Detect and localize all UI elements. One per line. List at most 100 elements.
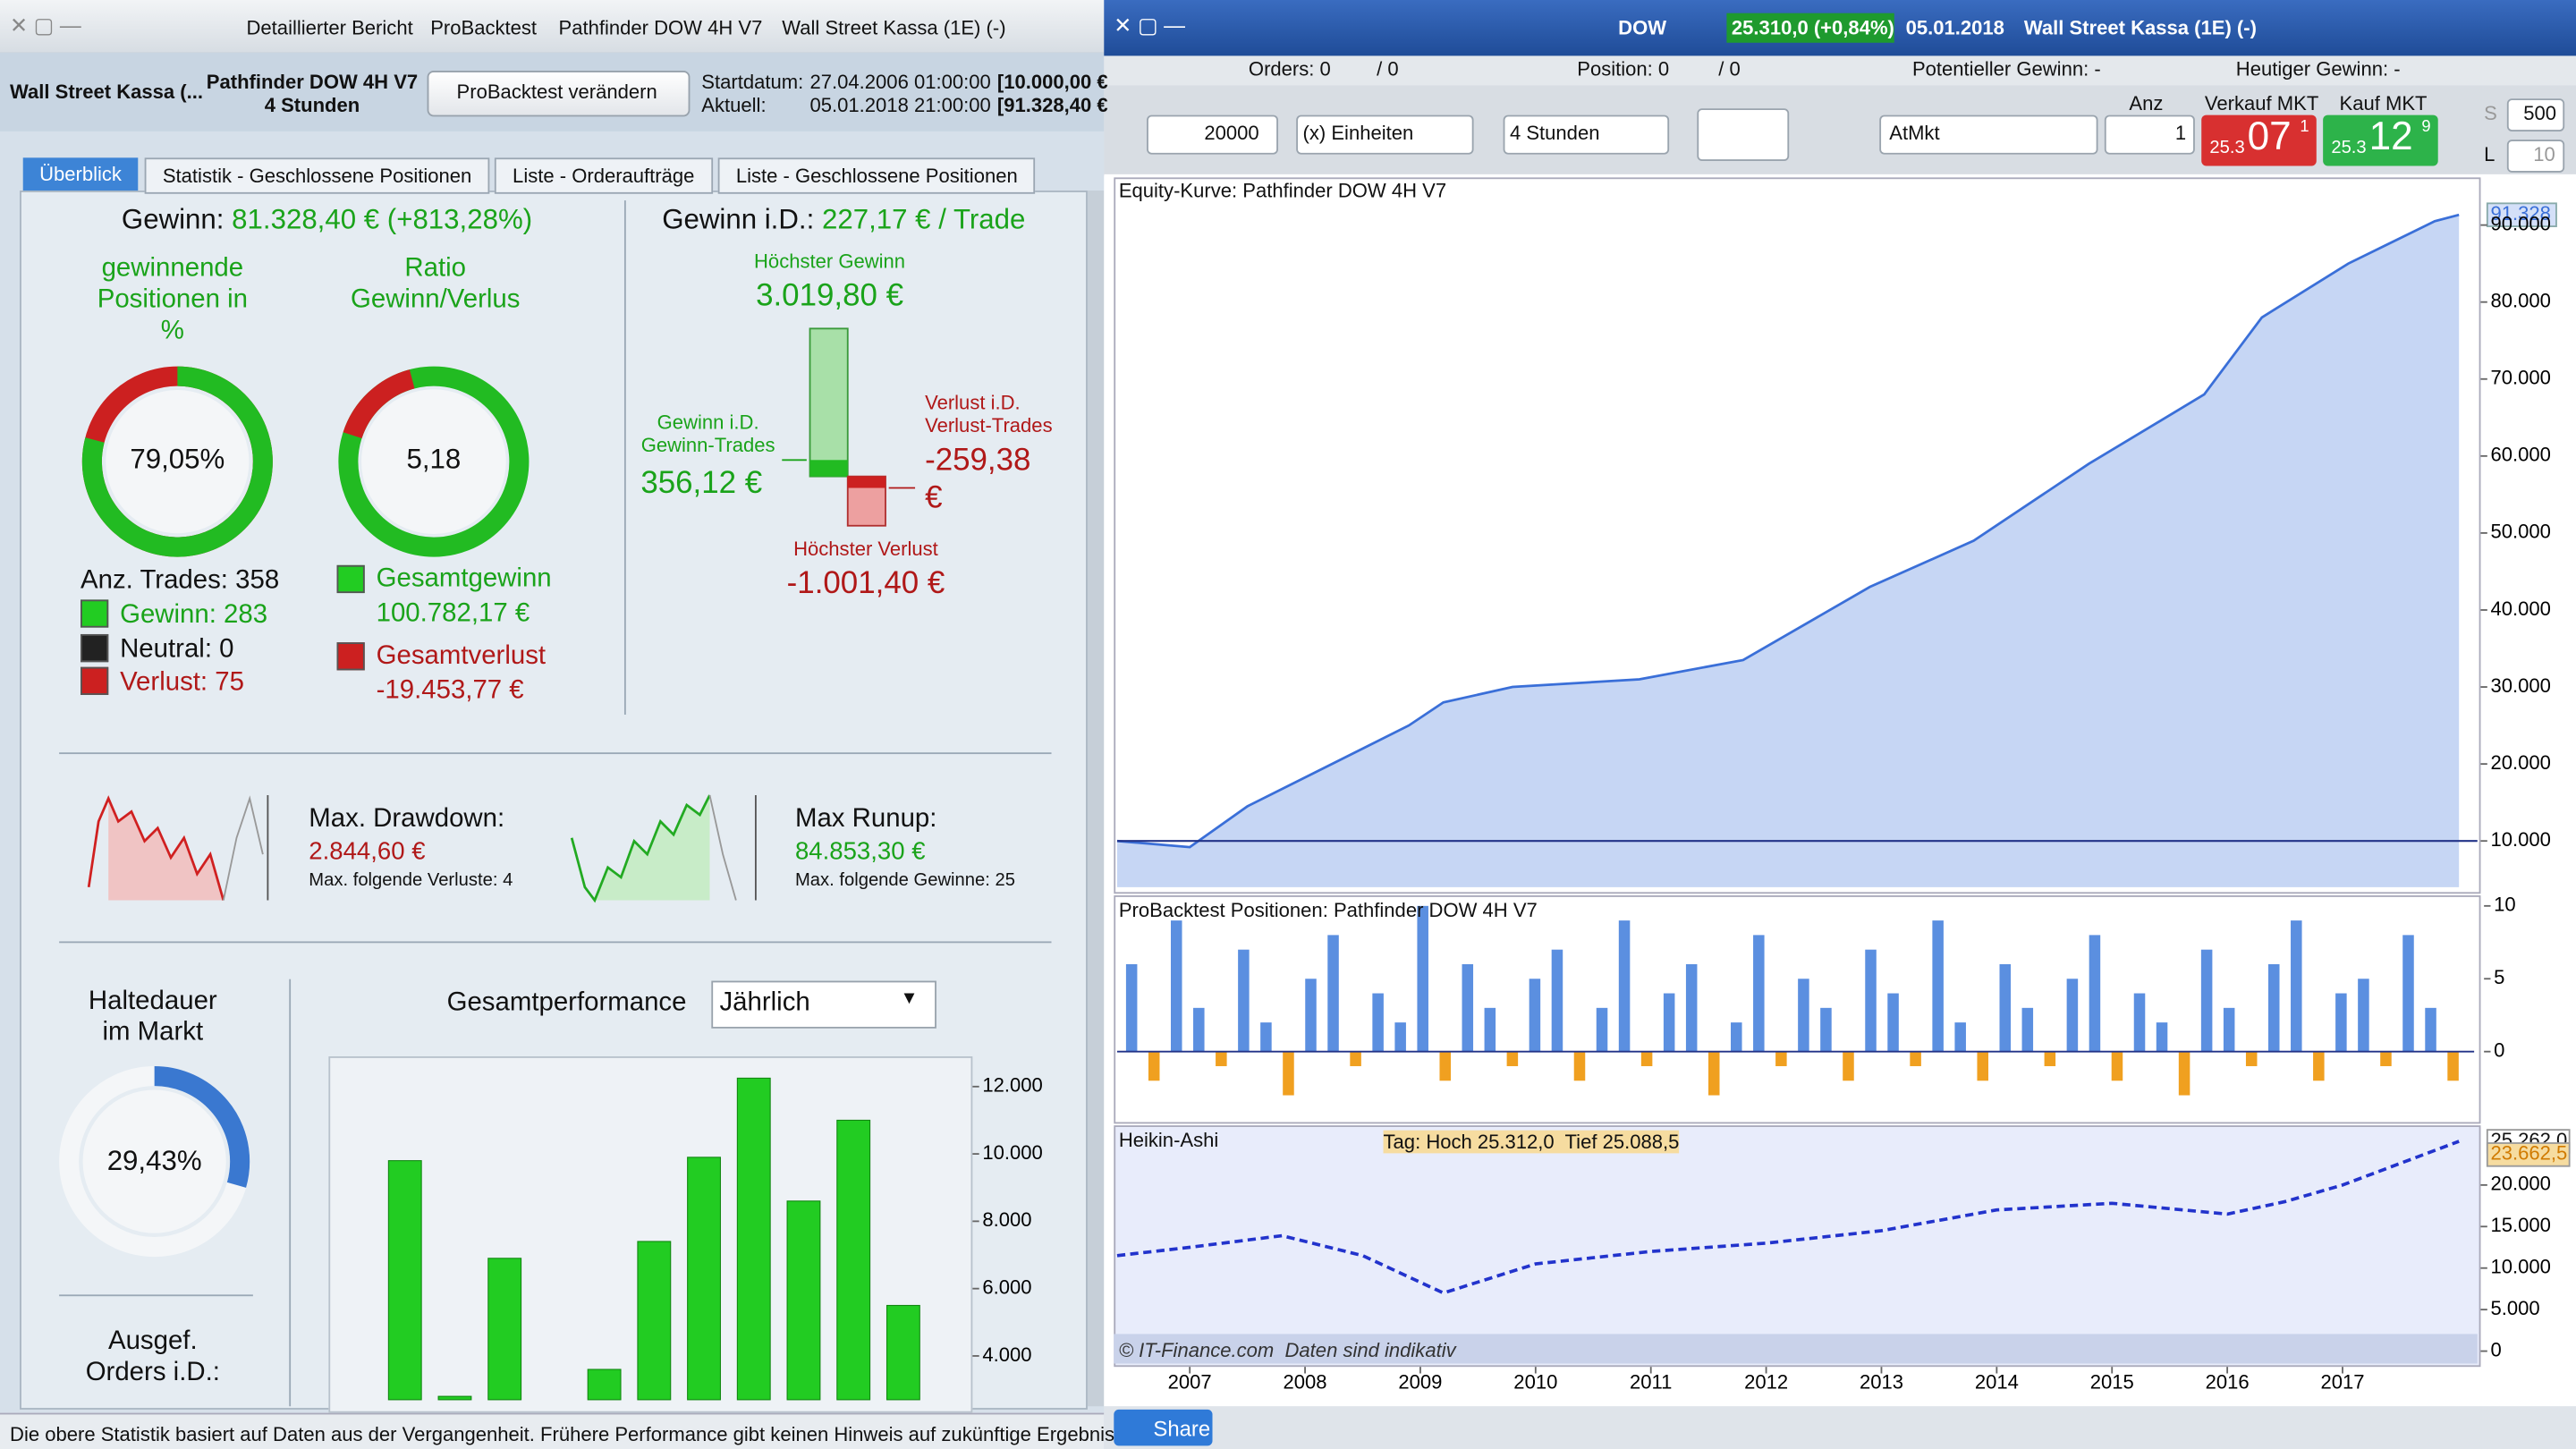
max-loss: -1.001,40 € [786, 566, 945, 602]
status-text: Die obere Statistik basiert auf Daten au… [10, 1422, 1115, 1446]
gross-loss: -19.453,77 € [376, 676, 524, 705]
runup-note: Max. folgende Gewinne: 25 [794, 870, 1015, 891]
performance-period[interactable]: Jährlich [719, 988, 810, 1017]
share-label[interactable]: Share [1153, 1416, 1211, 1441]
runup: 84.853,30 € [794, 837, 926, 866]
position: Position: 0 [1577, 57, 1670, 81]
separator [289, 979, 292, 1407]
scrollbar[interactable] [1087, 191, 1105, 1407]
tab[interactable]: Überblick [39, 162, 122, 186]
anz-label: Anz [2129, 91, 2164, 115]
neutral-swatch [80, 633, 109, 663]
window-controls[interactable]: ✕ ▢ — [1114, 13, 1186, 38]
order-type[interactable]: AtMkt [1889, 121, 1940, 145]
instrument: Wall Street Kassa (1E) (-) [2023, 16, 2257, 40]
anz[interactable]: 1 [2174, 121, 2187, 145]
unit[interactable]: (x) Einheiten [1302, 121, 1414, 145]
anz-input[interactable] [2104, 114, 2195, 155]
gross-profit-label: Gesamtgewinn [376, 564, 552, 594]
tab[interactable]: Statistik - Geschlossene Positionen [144, 157, 490, 195]
edit-button[interactable] [427, 70, 691, 117]
period-select[interactable] [711, 980, 936, 1029]
gross-profit: 100.782,17 € [376, 599, 530, 628]
gross-loss-label: Gesamtverlust [376, 642, 547, 671]
title-instrument: Wall Street Kassa (1E) (-) [782, 16, 1006, 40]
start-label: Startdatum: [701, 70, 804, 94]
avg-win: 356,12 € [640, 466, 763, 502]
start-value: 27.04.2006 01:00:00 [809, 70, 991, 94]
losses: Verlust: 75 [120, 668, 244, 697]
buy-main[interactable]: 12 [2368, 114, 2413, 160]
win-rate-label: 79,05% [130, 443, 225, 475]
date: 05.01.2018 [1905, 16, 2004, 40]
buy-sup[interactable]: 9 [2421, 118, 2431, 137]
stop-input[interactable] [2506, 98, 2565, 131]
tab[interactable]: Liste - Orderaufträge [494, 157, 713, 195]
max-loss-label: Höchster Verlust [793, 537, 938, 561]
sell-main[interactable]: 07 [2247, 114, 2292, 160]
orders-pending: / 0 [1377, 57, 1399, 81]
position-pending: / 0 [1718, 57, 1741, 81]
gross-loss-swatch [336, 642, 365, 671]
timeframe[interactable]: 4 Stunden [1509, 121, 1600, 145]
title-system: Pathfinder DOW 4H V7 [558, 16, 763, 40]
title-report: Detaillierter Bericht [246, 16, 413, 40]
performance-plot [328, 1056, 973, 1413]
buy-label: Kauf MKT [2339, 91, 2428, 115]
buy-button[interactable] [2323, 114, 2438, 166]
separator [59, 1294, 253, 1297]
positions-title: ProBacktest Positionen: Pathfinder DOW 4… [1118, 898, 1538, 922]
win-swatch [80, 599, 109, 628]
share-button[interactable] [1114, 1409, 1213, 1446]
runup-label: Max Runup: [794, 805, 937, 834]
max-win: 3.019,80 € [756, 279, 904, 314]
sell-sup[interactable]: 1 [2300, 118, 2309, 137]
timeframe-select[interactable] [1503, 114, 1670, 155]
header-system: Pathfinder DOW 4H V7 [206, 70, 419, 94]
avg-loss: -259,38 € [925, 443, 1031, 516]
limit[interactable]: 10 [2533, 142, 2555, 166]
limit-input[interactable] [2506, 140, 2565, 173]
status-row [1104, 55, 2576, 86]
tab-active[interactable] [22, 157, 139, 191]
tab[interactable]: Liste - Geschlossene Positionen [717, 157, 1036, 195]
timeline-strip [1114, 1334, 2478, 1364]
buy-prefix[interactable]: 25.3 [2331, 138, 2367, 158]
chart-type-button[interactable] [1697, 108, 1790, 162]
positions-panel [1114, 895, 2481, 1124]
window-controls[interactable]: ✕ ▢ — [10, 13, 81, 38]
sell-label: Verkauf MKT [2204, 91, 2319, 115]
dropdown-arrow[interactable]: ▼ [900, 988, 919, 1009]
stop-label[interactable]: S [2484, 101, 2497, 125]
equity-title: Equity-Kurve: Pathfinder DOW 4H V7 [1118, 179, 1447, 202]
current-label: Aktuell: [701, 93, 767, 117]
wins: Gewinn: 283 [120, 601, 268, 630]
ratio-value: 5,18 [406, 443, 462, 475]
sell-button[interactable] [2201, 114, 2317, 166]
heikin-title: Heikin-Ashi [1118, 1128, 1219, 1152]
win-rate-title: gewinnende Positionen in % [97, 254, 249, 346]
average-value: 227,17 € / Trade [821, 203, 1026, 235]
quantity-input[interactable] [1147, 114, 1278, 155]
copyright: © IT-Finance.com Daten sind indikativ [1118, 1338, 1456, 1362]
price-badge [1726, 13, 1894, 43]
quantity[interactable]: 20000 [1204, 121, 1259, 145]
current-value: 05.01.2018 21:00:00 [809, 93, 991, 117]
limit-label[interactable]: L [2484, 142, 2496, 166]
bottom-bar [1104, 1406, 2576, 1449]
heikin-info: Tag: Hoch 25.312,0 Tief 25.088,5 [1383, 1130, 1680, 1155]
separator [623, 200, 626, 715]
stop[interactable]: 500 [2523, 101, 2557, 125]
order-type-select[interactable] [1879, 114, 2098, 155]
profit-value: 81.328,40 € (+813,28%) [232, 203, 533, 235]
orders: Orders: 0 [1248, 57, 1331, 81]
average-label: Gewinn i.D.: [662, 203, 815, 235]
unit-select[interactable] [1296, 114, 1474, 155]
symbol: DOW [1618, 16, 1667, 40]
header-timeframe: 4 Stunden [264, 93, 360, 117]
profit: Gewinn: 81.328,40 € (+813,28%) [122, 204, 532, 237]
sell-prefix[interactable]: 25.3 [2209, 138, 2245, 158]
edit-button-label[interactable]: ProBacktest verändern [456, 80, 657, 104]
